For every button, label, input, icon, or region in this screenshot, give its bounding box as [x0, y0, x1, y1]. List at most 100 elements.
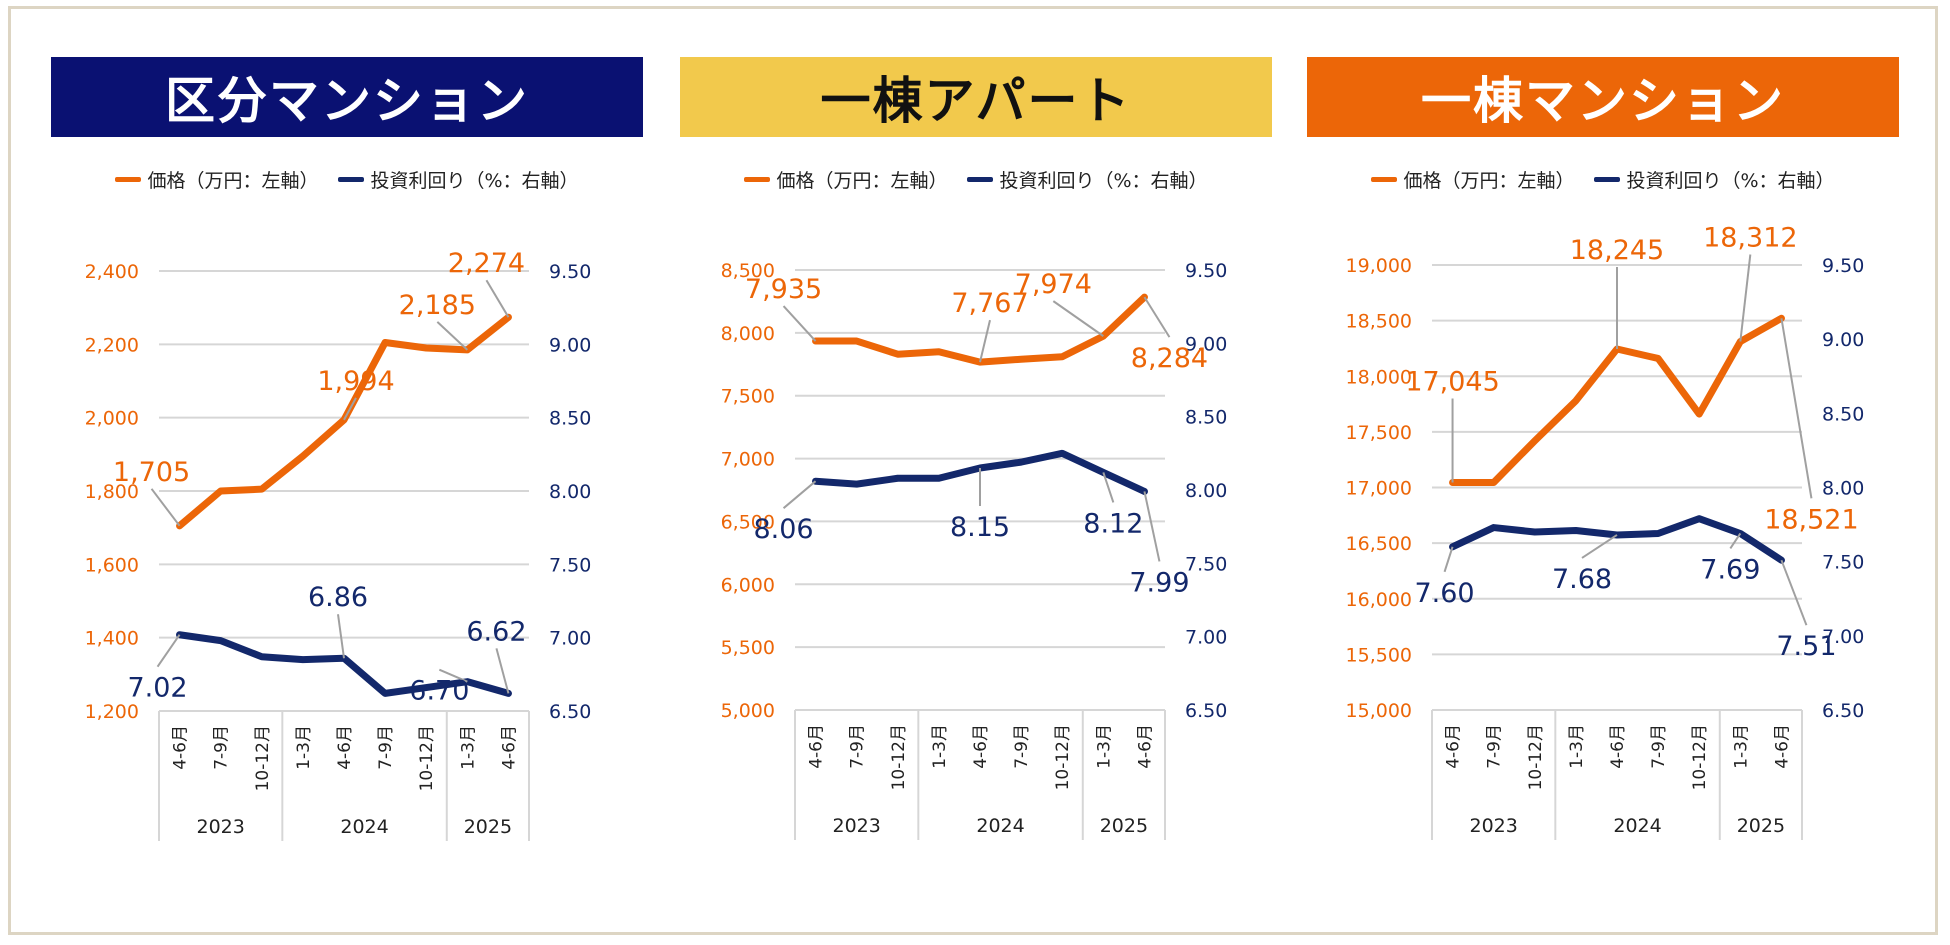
left-tick-label: 1,600 [85, 554, 139, 576]
x-tick-label: 7-9月 [376, 725, 396, 770]
data-label-yield: 7.68 [1552, 564, 1612, 595]
left-tick-label: 18,000 [1346, 366, 1412, 388]
data-label-yield: 6.62 [466, 616, 526, 647]
legend-item-yield: 投資利回り（%：右軸） [338, 166, 579, 193]
data-label-yield: 7.02 [127, 673, 187, 704]
data-label-yield: 6.86 [308, 582, 368, 613]
x-tick-label: 1-3月 [930, 724, 950, 769]
leader-line [1739, 254, 1752, 342]
left-tick-label: 16,500 [1346, 533, 1412, 555]
leader-line [1443, 546, 1454, 573]
x-tick-label: 10-12月 [1690, 724, 1710, 790]
data-label-price: 2,185 [399, 290, 476, 321]
legend-swatch-yield [967, 176, 994, 182]
data-label-price: 7,974 [1015, 269, 1092, 300]
left-tick-label: 8,000 [721, 323, 775, 345]
right-tick-label: 9.50 [1822, 255, 1864, 277]
right-tick-label: 7.00 [549, 628, 591, 650]
data-label-yield: 6.70 [409, 676, 469, 707]
legend-swatch-price [1371, 176, 1398, 182]
data-label-price: 8,284 [1131, 343, 1208, 374]
legend-item-yield: 投資利回り（%：右軸） [967, 166, 1208, 193]
data-label-price: 1,994 [317, 366, 394, 397]
leader-line [438, 668, 468, 683]
year-label: 2024 [976, 815, 1024, 837]
legend: 価格（万円：左軸） 投資利回り（%：右軸） [1307, 164, 1899, 194]
right-tick-label: 8.00 [549, 481, 591, 503]
leader-line [1780, 318, 1813, 499]
leader-line [495, 648, 510, 694]
left-tick-label: 5,000 [721, 700, 775, 722]
right-tick-label: 6.50 [549, 701, 591, 723]
legend-label-price: 価格（万円：左軸） [147, 169, 319, 192]
leader-line [1143, 296, 1171, 338]
right-tick-label: 7.00 [1185, 627, 1227, 649]
year-label: 2024 [1613, 815, 1661, 837]
x-tick-label: 4-6月 [1772, 724, 1792, 769]
x-tick-label: 7-9月 [1649, 724, 1669, 769]
panel-kubun-mansion: 区分マンション 価格（万円：左軸） 投資利回り（%：右軸） 1,200 1,400… [51, 0, 671, 945]
year-label: 2023 [1469, 815, 1517, 837]
data-label-price: 7,767 [951, 288, 1028, 319]
year-label: 2023 [196, 816, 244, 838]
data-label-yield: 8.12 [1083, 508, 1143, 539]
chart-title-banner: 一棟アパート [680, 57, 1272, 137]
x-tick-label: 4-6月 [171, 725, 191, 770]
year-label: 2025 [1737, 815, 1785, 837]
right-tick-label: 8.00 [1185, 480, 1227, 502]
left-tick-label: 15,000 [1346, 700, 1412, 722]
data-label-price: 18,312 [1703, 223, 1797, 254]
data-label-yield: 8.06 [753, 514, 813, 545]
left-tick-label: 17,000 [1346, 478, 1412, 500]
x-tick-label: 7-9月 [1012, 724, 1032, 769]
leader-line [782, 305, 817, 342]
left-tick-label: 1,800 [85, 481, 139, 503]
left-tick-label: 7,500 [721, 386, 775, 408]
data-label-price: 7,935 [745, 274, 822, 305]
right-tick-label: 9.00 [1822, 329, 1864, 351]
legend-swatch-yield [1594, 176, 1621, 182]
year-label: 2025 [464, 816, 512, 838]
x-tick-label: 1-3月 [1094, 724, 1114, 769]
leader-line [1143, 491, 1161, 562]
right-tick-label: 7.50 [1822, 552, 1864, 574]
legend-label-yield: 投資利回り（%：右軸） [370, 169, 579, 192]
left-tick-label: 8,500 [721, 260, 775, 282]
leader-line [337, 614, 345, 659]
data-label-price: 17,045 [1405, 366, 1499, 397]
year-label: 2024 [340, 816, 388, 838]
legend-label-yield: 投資利回り（%：右軸） [1626, 169, 1835, 192]
legend-label-yield: 投資利回り（%：右軸） [999, 169, 1208, 192]
year-label: 2025 [1100, 815, 1148, 837]
right-tick-label: 6.50 [1822, 700, 1864, 722]
x-tick-label: 1-3月 [294, 725, 314, 770]
leader-line [979, 319, 991, 363]
x-tick-label: 4-6月 [807, 724, 827, 769]
left-tick-label: 7,000 [721, 449, 775, 471]
right-tick-label: 8.50 [549, 408, 591, 430]
leader-line [343, 397, 357, 421]
legend-swatch-yield [338, 176, 365, 182]
data-label-yield: 7.69 [1700, 554, 1760, 585]
legend-item-yield: 投資利回り（%：右軸） [1594, 166, 1835, 193]
line-chart: 1,200 1,400 1,600 1,800 2,000 2,200 2,400 6.50 7… [85, 248, 591, 841]
leader-line [436, 321, 469, 351]
panel-ittou-mansion: 一棟マンション 価格（万円：左軸） 投資利回り（%：右軸） 15,000 15,5… [1307, 0, 1927, 945]
x-tick-label: 10-12月 [1526, 724, 1546, 790]
chart-title-banner: 一棟マンション [1307, 57, 1899, 137]
x-tick-label: 4-6月 [335, 725, 355, 770]
legend-swatch-price [744, 176, 771, 182]
left-tick-label: 17,500 [1346, 422, 1412, 444]
leader-line [1729, 532, 1742, 550]
left-tick-label: 1,200 [85, 701, 139, 723]
left-tick-label: 19,000 [1346, 255, 1412, 277]
right-tick-label: 9.00 [549, 334, 591, 356]
x-tick-label: 10-12月 [1053, 724, 1073, 790]
right-tick-label: 8.00 [1822, 478, 1864, 500]
x-tick-label: 4-6月 [1608, 724, 1628, 769]
left-tick-label: 18,500 [1346, 311, 1412, 333]
right-tick-label: 7.00 [1822, 626, 1864, 648]
legend-label-price: 価格（万円：左軸） [776, 169, 948, 192]
legend: 価格（万円：左軸） 投資利回り（%：右軸） [680, 164, 1272, 194]
x-tick-label: 7-9月 [1485, 724, 1505, 769]
